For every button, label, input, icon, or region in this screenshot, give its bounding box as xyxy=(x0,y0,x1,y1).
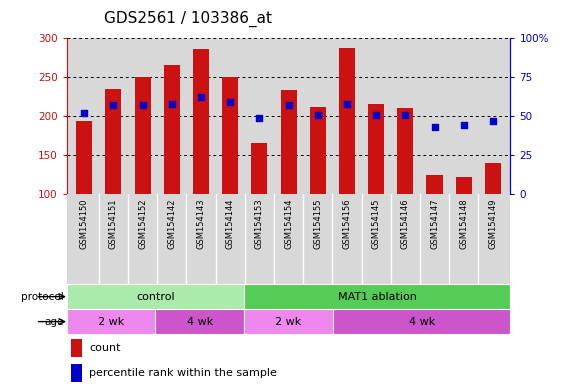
Text: GSM154152: GSM154152 xyxy=(138,199,147,249)
Text: GSM154145: GSM154145 xyxy=(372,199,380,249)
Bar xyxy=(339,48,355,194)
Bar xyxy=(67,284,244,309)
Text: percentile rank within the sample: percentile rank within the sample xyxy=(89,368,277,378)
Text: GSM154146: GSM154146 xyxy=(401,199,410,249)
Point xyxy=(459,122,468,129)
Bar xyxy=(333,309,510,334)
Bar xyxy=(71,339,82,356)
Bar xyxy=(106,89,121,194)
Point xyxy=(488,118,498,124)
Bar xyxy=(67,309,155,334)
Bar xyxy=(71,364,82,382)
Text: GSM154148: GSM154148 xyxy=(459,199,468,249)
Point xyxy=(313,111,322,118)
Bar xyxy=(76,121,92,194)
Point xyxy=(284,102,293,108)
Text: age: age xyxy=(45,316,64,327)
Text: control: control xyxy=(136,291,175,302)
Point xyxy=(430,124,439,130)
Point xyxy=(255,115,264,121)
Bar xyxy=(244,309,333,334)
Text: count: count xyxy=(89,343,121,353)
Bar xyxy=(397,108,414,194)
Text: MAT1 ablation: MAT1 ablation xyxy=(338,291,416,302)
Point xyxy=(226,99,235,105)
Bar xyxy=(164,65,180,194)
Text: GSM154153: GSM154153 xyxy=(255,199,264,249)
Bar xyxy=(244,284,510,309)
Text: GSM154151: GSM154151 xyxy=(109,199,118,249)
Bar xyxy=(310,107,326,194)
Text: protocol: protocol xyxy=(21,291,64,302)
Bar xyxy=(485,163,501,194)
Text: GSM154154: GSM154154 xyxy=(284,199,293,249)
Text: GSM154150: GSM154150 xyxy=(79,199,89,249)
Text: GSM154156: GSM154156 xyxy=(342,199,351,249)
Bar xyxy=(193,48,209,194)
Text: GSM154142: GSM154142 xyxy=(167,199,176,249)
Bar xyxy=(251,143,267,194)
Bar xyxy=(281,91,296,194)
Text: 2 wk: 2 wk xyxy=(276,316,302,327)
Point xyxy=(109,102,118,108)
Text: GSM154147: GSM154147 xyxy=(430,199,439,249)
Point xyxy=(371,111,380,118)
Point xyxy=(79,110,89,116)
Bar xyxy=(426,175,443,194)
Point xyxy=(401,111,410,118)
Text: GDS2561 / 103386_at: GDS2561 / 103386_at xyxy=(104,11,273,27)
Bar xyxy=(222,76,238,194)
Text: GSM154149: GSM154149 xyxy=(488,199,498,249)
Point xyxy=(138,102,147,108)
Text: 4 wk: 4 wk xyxy=(187,316,213,327)
Bar xyxy=(135,77,151,194)
Text: 4 wk: 4 wk xyxy=(408,316,435,327)
Point xyxy=(167,101,176,107)
Point xyxy=(342,101,351,107)
Text: GSM154144: GSM154144 xyxy=(226,199,235,249)
Bar xyxy=(456,177,472,194)
Bar xyxy=(368,104,384,194)
Text: 2 wk: 2 wk xyxy=(98,316,124,327)
Text: GSM154155: GSM154155 xyxy=(313,199,322,249)
Bar xyxy=(155,309,244,334)
Text: GSM154143: GSM154143 xyxy=(197,199,205,249)
Point xyxy=(197,94,206,101)
